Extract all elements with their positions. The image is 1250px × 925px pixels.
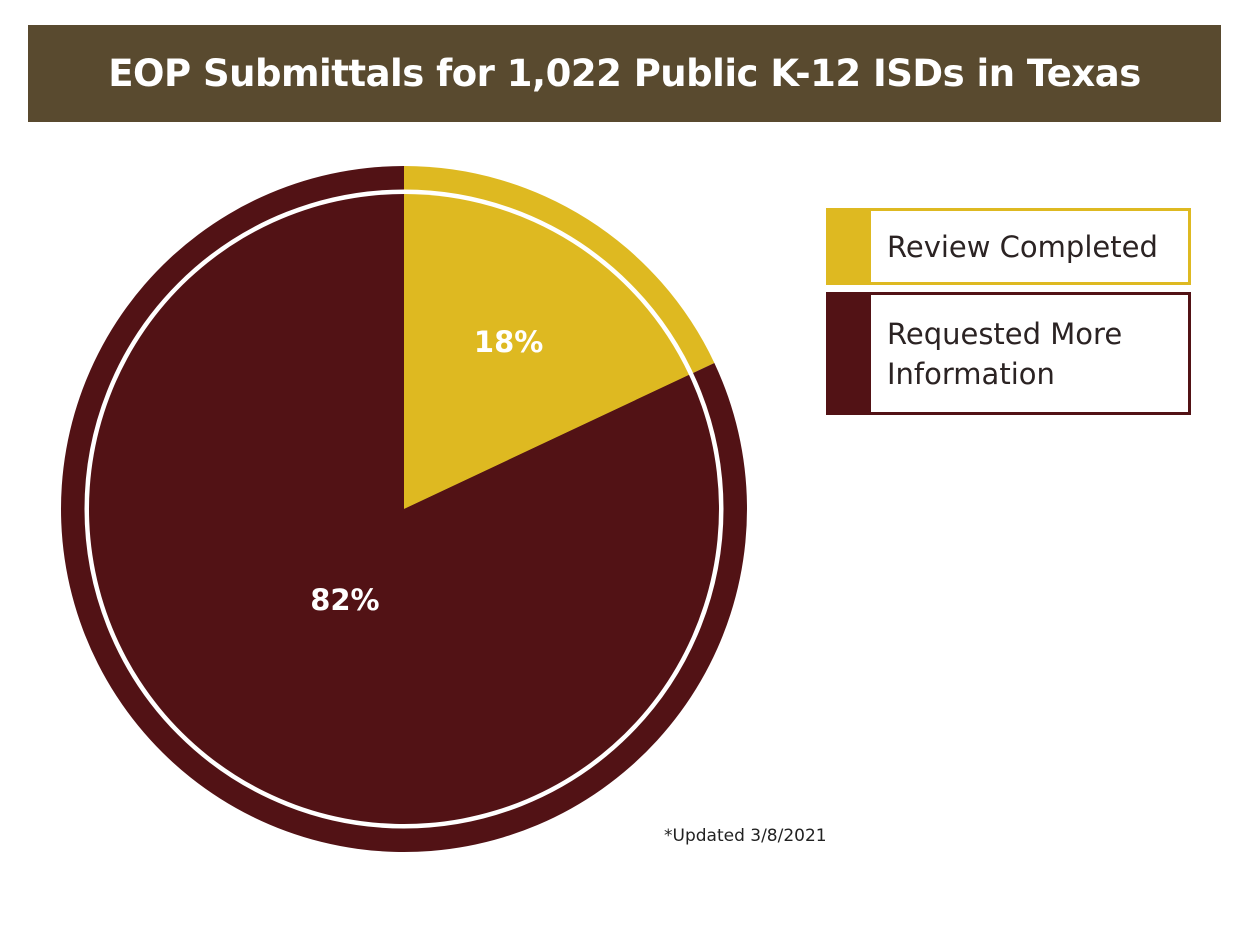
legend-swatch-review-completed — [829, 211, 871, 282]
legend-swatch-requested-more-information — [829, 295, 871, 412]
pie-separator-ring — [84, 189, 724, 829]
chart-title: EOP Submittals for 1,022 Public K-12 ISD… — [108, 52, 1141, 95]
updated-footnote: *Updated 3/8/2021 — [664, 826, 827, 846]
title-banner: EOP Submittals for 1,022 Public K-12 ISD… — [28, 25, 1221, 122]
slice-label-review-completed: 18% — [474, 325, 543, 359]
pie-slice-labels: 18% 82% — [310, 325, 543, 617]
pie-slice-requested-more-information — [88, 194, 719, 825]
legend-item-review-completed: Review Completed — [826, 208, 1191, 285]
pie-slice-review-completed — [404, 194, 690, 509]
legend-label-review-completed: Review Completed — [887, 229, 1158, 264]
legend-item-requested-more-information: Requested More Information — [826, 292, 1191, 415]
legend-label-requested-more-information: Requested More Information — [887, 316, 1123, 391]
slice-label-requested-more-information: 82% — [310, 583, 379, 617]
pie-inner-slices — [88, 194, 719, 825]
